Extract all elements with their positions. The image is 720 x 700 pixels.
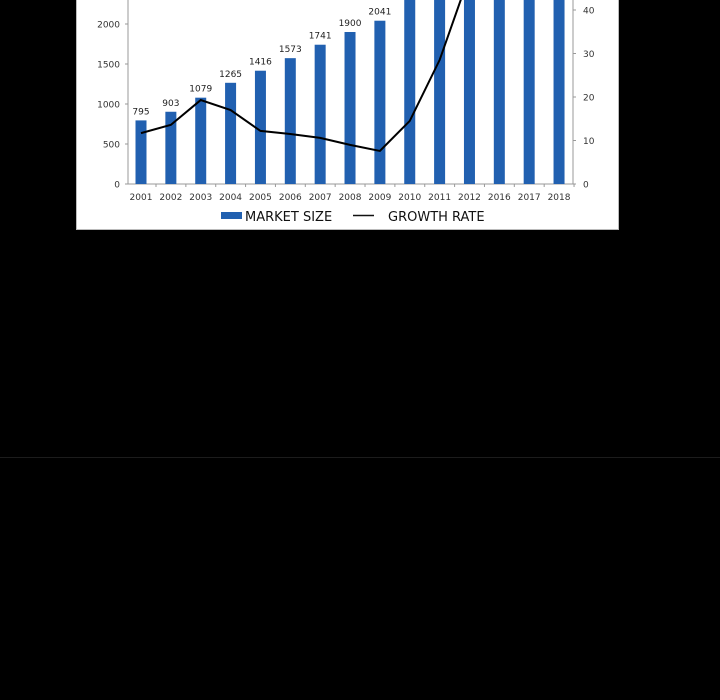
data-label-2009: 2041: [368, 8, 391, 18]
bar-2005: [254, 70, 266, 184]
bar-2011: [434, 0, 446, 184]
divider: [0, 457, 720, 458]
data-label-2003: 1079: [189, 85, 212, 95]
data-label-2007: 1741: [309, 32, 332, 42]
x-tick-label: 2011: [428, 193, 451, 203]
legend-market-size-label: MARKET SIZE: [245, 210, 332, 225]
right-tick-label: 20: [583, 94, 595, 104]
x-tick-label: 2008: [339, 193, 362, 203]
bar-2017: [523, 0, 535, 184]
left-tick-label: 2000: [97, 21, 120, 31]
x-tick-label: 2016: [488, 193, 511, 203]
x-tick-label: 2003: [189, 193, 212, 203]
right-tick-label: 30: [583, 50, 595, 60]
data-label-2008: 1900: [339, 19, 362, 29]
x-tick-label: 2004: [219, 193, 242, 203]
x-tick-label: 2009: [368, 193, 391, 203]
bar-2010: [404, 0, 416, 184]
data-label-2004: 1265: [219, 70, 242, 80]
bar-2008: [344, 32, 356, 184]
x-tick-label: 2018: [548, 193, 571, 203]
left-tick-label: 500: [103, 141, 120, 151]
x-tick-label: 2017: [518, 193, 541, 203]
x-tick-label: 2006: [279, 193, 302, 203]
x-tick-label: 2001: [130, 193, 153, 203]
legend-growth-rate-label: GROWTH RATE: [388, 210, 485, 225]
bar-2009: [374, 20, 386, 184]
bar-2007: [314, 44, 326, 184]
data-label-2006: 1573: [279, 45, 302, 55]
legend-market-size-swatch: [221, 212, 242, 219]
left-tick-label: 0: [114, 181, 120, 191]
x-tick-label: 2002: [159, 193, 182, 203]
bar-2001: [135, 120, 147, 184]
growth-rate-line: [140, 0, 462, 153]
left-tick-label: 1000: [97, 101, 120, 111]
right-tick-label: 0: [583, 181, 589, 191]
bar-2002: [165, 111, 177, 184]
data-label-2002: 903: [162, 99, 179, 109]
x-tick-label: 2007: [309, 193, 332, 203]
data-label-2005: 1416: [249, 58, 272, 68]
x-tick-label: 2012: [458, 193, 481, 203]
bar-2012: [463, 0, 475, 184]
bar-2006: [284, 58, 296, 184]
chart-frame: 0500100015002000250030003500400045000102…: [76, 0, 619, 230]
left-tick-label: 1500: [97, 61, 120, 71]
right-tick-label: 10: [583, 137, 595, 147]
bar-2016: [493, 0, 505, 184]
right-tick-label: 40: [583, 7, 595, 17]
x-tick-label: 2005: [249, 193, 272, 203]
bar-2004: [225, 82, 237, 184]
data-label-2001: 795: [132, 107, 149, 117]
bar-2018: [553, 0, 565, 184]
bar-2003: [195, 97, 207, 184]
x-tick-label: 2010: [398, 193, 421, 203]
chart: 0500100015002000250030003500400045000102…: [97, 0, 595, 225]
